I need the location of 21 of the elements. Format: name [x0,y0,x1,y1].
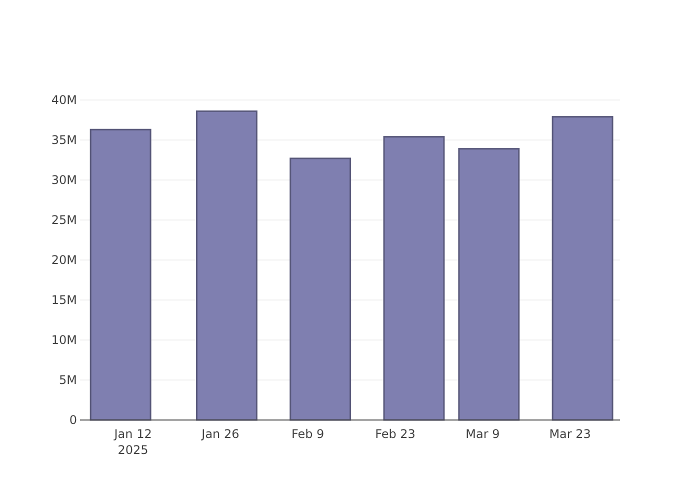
x-tick-label: Jan 12 2025 [113,427,152,457]
y-tick-label: 5M [59,373,77,388]
bar [90,128,152,421]
x-tick-label: Mar 23 [549,427,591,442]
y-tick-label: 25M [51,213,77,228]
x-tick-label: Mar 9 [466,427,500,442]
y-tick-label: 30M [51,173,77,188]
y-tick-label: 15M [51,293,77,308]
x-tick-label: Feb 23 [375,427,416,442]
x-tick-label: Feb 9 [292,427,324,442]
y-tick-label: 0 [69,413,77,428]
bar [383,136,445,421]
y-tick-label: 35M [51,133,77,148]
bar [290,158,352,421]
x-tick-label: Jan 26 [200,427,240,442]
bar [458,148,520,421]
bar [196,110,258,421]
y-tick-label: 10M [51,333,77,348]
bar [552,116,614,421]
y-tick-label: 40M [51,93,77,108]
y-tick-label: 20M [51,253,77,268]
